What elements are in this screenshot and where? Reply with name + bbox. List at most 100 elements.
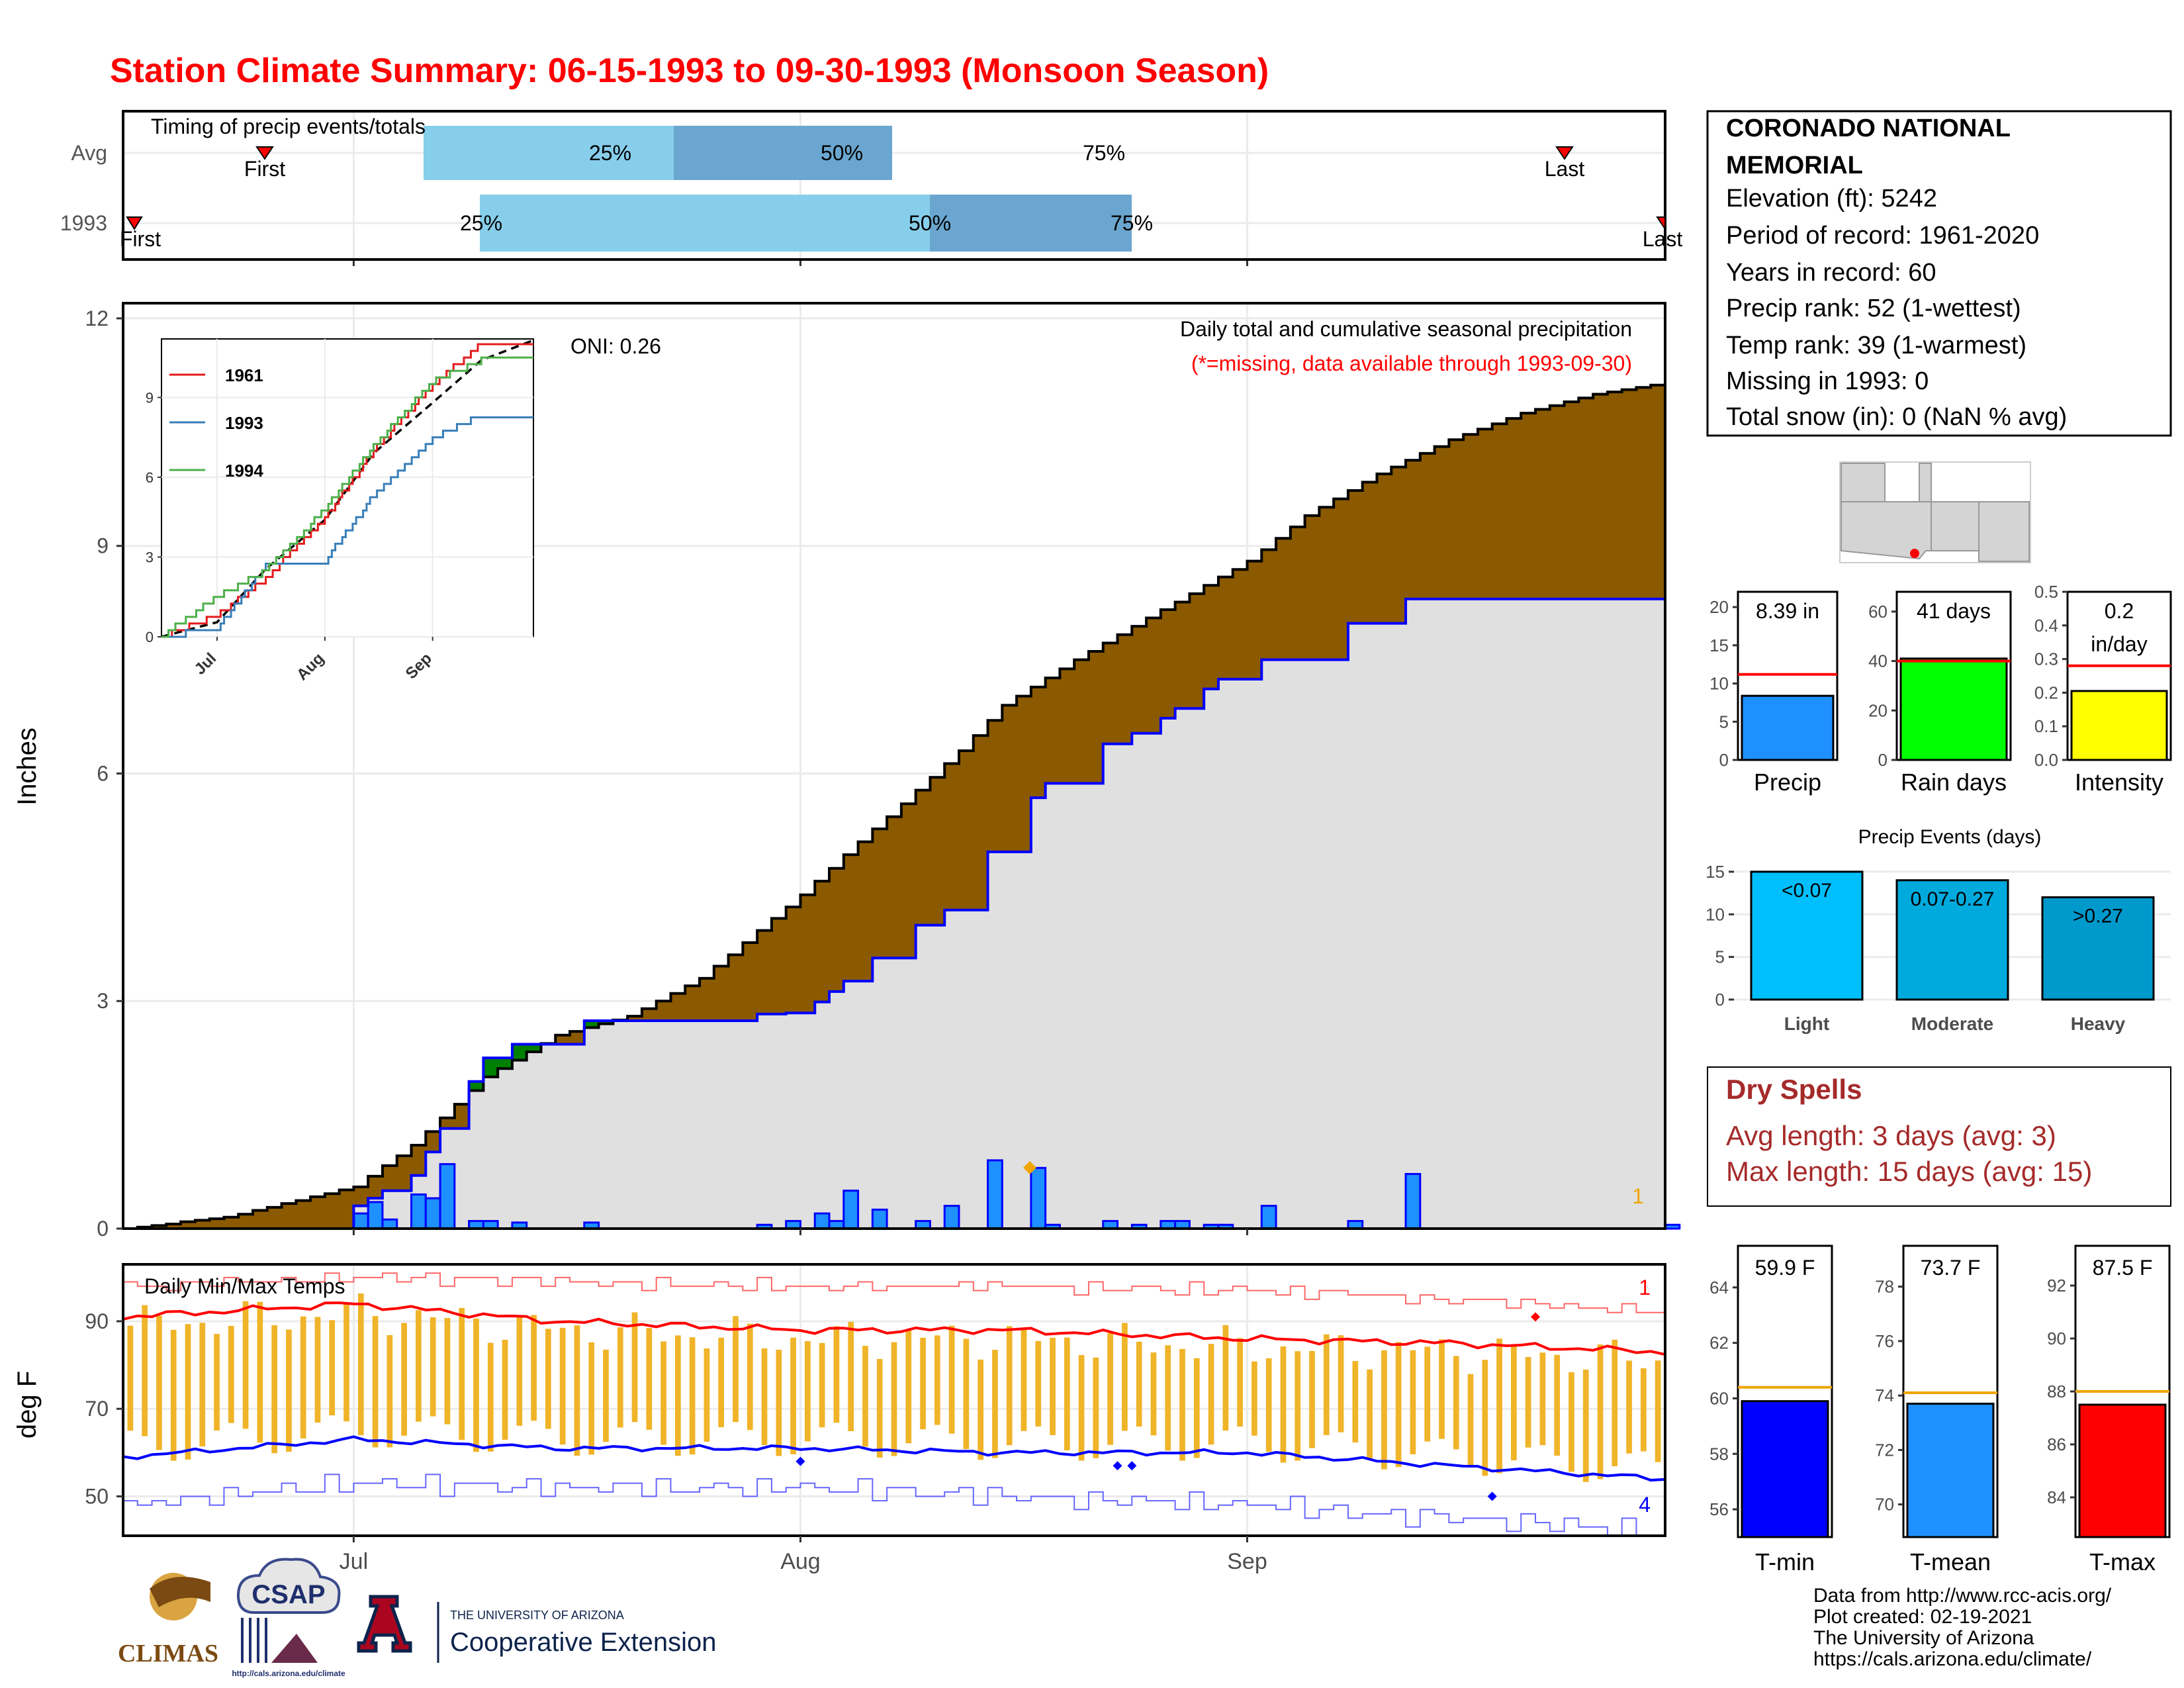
daily-precip-bar <box>943 1205 960 1230</box>
daily-temp-bar <box>776 1349 782 1456</box>
daily-temp-bar <box>804 1341 811 1442</box>
avg-p25-label: 25% <box>589 141 631 165</box>
daily-precip-bar <box>424 1197 441 1230</box>
events-y-tick-label: 5 <box>1715 947 1725 967</box>
daily-temp-bars <box>127 1293 1661 1501</box>
events-bar <box>1750 870 1864 1001</box>
avg-first-label: First <box>244 157 285 181</box>
avg-first-marker <box>255 146 274 160</box>
mini-bar-precip: 0 5 10 15 20 8.39 in Precip <box>1709 590 1839 796</box>
daily-temp-bar <box>214 1334 220 1431</box>
inset-legend: 1961 1993 1994 <box>169 365 263 481</box>
station-location-dot <box>1910 549 1919 558</box>
daily-precip-bar <box>439 1163 456 1230</box>
precip-title: Daily total and cumulative seasonal prec… <box>1180 317 1632 341</box>
mini-bar-value-label: 41 days <box>1917 599 1991 623</box>
station-line: Total snow (in): 0 (NaN % avg) <box>1726 403 2067 431</box>
daily-temp-bar <box>992 1350 998 1458</box>
mini-bar-tick-label: 0 <box>1719 750 1729 770</box>
mini-bar-tick-label: 20 <box>1709 597 1729 617</box>
precip-y-label: Inches <box>13 727 42 806</box>
daily-temp-bar <box>142 1305 148 1436</box>
timing-panel: Timing of precip events/totals Avg 1993 … <box>60 110 1683 266</box>
precip-corner-count: 1 <box>1632 1184 1644 1208</box>
temp-summary-tick-label: 88 <box>2047 1382 2066 1401</box>
daily-temp-bar <box>531 1315 537 1421</box>
daily-temp-bar <box>1265 1358 1272 1452</box>
credit-line: Plot created: 02-19-2021 <box>1813 1606 2032 1628</box>
daily-temp-bar <box>1352 1361 1359 1443</box>
events-y-tick-label: 0 <box>1715 990 1725 1009</box>
daily-temp-bar <box>357 1293 364 1436</box>
mini-bar-tick-label: 0.4 <box>2034 616 2058 635</box>
events-bar-value-label: 0.07-0.27 <box>1911 888 1995 910</box>
daily-precip-bar <box>1260 1205 1277 1230</box>
daily-temp-bar <box>329 1320 336 1416</box>
y1993-first-marker <box>126 216 143 230</box>
daily-temp-bar <box>1280 1346 1287 1463</box>
precip-y-tick-label: 9 <box>97 534 109 558</box>
mini-bar-label: Intensity <box>2075 769 2163 796</box>
month-x-tick-label: Aug <box>780 1549 821 1574</box>
y1993-p50-label: 50% <box>909 211 951 235</box>
ua-small-text: THE UNIVERSITY OF ARIZONA <box>450 1609 624 1622</box>
daily-temp-bar <box>704 1348 710 1442</box>
y1993-first-label: First <box>120 227 161 251</box>
daily-temp-bar <box>430 1317 436 1417</box>
events-title: Precip Events (days) <box>1858 826 2042 848</box>
events-bar-label: Light <box>1784 1013 1829 1034</box>
daily-temp-bar <box>1122 1323 1128 1431</box>
mini-bar-tick-label: 0.2 <box>2034 682 2058 702</box>
daily-temp-bar <box>559 1327 566 1445</box>
daily-temp-bar <box>1439 1339 1445 1439</box>
inset-1961-line <box>161 343 533 638</box>
page-title: Station Climate Summary: 06-15-1993 to 0… <box>110 52 1269 90</box>
temp-summary-tick-label: 72 <box>1875 1440 1894 1460</box>
csap-logo: CSAP http://cals.arizona.edu/climate <box>232 1558 345 1678</box>
climas-text: CLIMAS <box>118 1640 218 1667</box>
precip-y-tick-label: 12 <box>85 306 109 330</box>
y1993-last-label: Last <box>1643 227 1683 251</box>
daily-temp-bar <box>978 1359 984 1460</box>
temp-summary-tick-label: 84 <box>2047 1487 2066 1507</box>
precip-note: (*=missing, data available through 1993-… <box>1191 352 1632 375</box>
inset-grid <box>161 339 533 637</box>
temp-y-tick-label: 90 <box>85 1309 109 1333</box>
daily-temp-bar <box>1165 1345 1171 1451</box>
daily-temp-bar <box>242 1301 249 1429</box>
events-bar <box>2041 896 2155 1001</box>
temp-summary-label: T-max <box>2089 1548 2156 1575</box>
temp-y-axis: 50 70 90 <box>85 1309 123 1508</box>
daily-temp-bar <box>1193 1358 1200 1458</box>
daily-temp-bar <box>473 1318 479 1452</box>
avg-p75-label: 75% <box>1083 141 1125 165</box>
daily-temp-bar <box>588 1342 595 1455</box>
mini-bar-value <box>1741 694 1835 761</box>
daily-temp-bar <box>1467 1374 1474 1466</box>
daily-precip-bar <box>987 1159 1003 1230</box>
timing-label: Timing of precip events/totals <box>151 115 426 138</box>
daily-temp-bar <box>963 1338 970 1450</box>
events-bar <box>1895 879 2009 1001</box>
record-low-marker <box>1487 1491 1497 1501</box>
avg-last-marker <box>1555 146 1574 160</box>
temp-title: Daily Min/Max Temps <box>144 1274 345 1298</box>
inset-avg-line <box>161 339 534 638</box>
timing-row-avg: Avg <box>71 141 107 165</box>
mini-bar-value <box>1899 657 2008 761</box>
precip-panel: Daily total and cumulative seasonal prec… <box>13 302 1681 1241</box>
inset-y-tick-label: 3 <box>146 549 154 565</box>
events-bar-label: Heavy <box>2071 1013 2126 1034</box>
record-low-marker <box>796 1456 805 1466</box>
credit-line: The University of Arizona <box>1813 1627 2034 1649</box>
mini-bar-tick-label: 0.0 <box>2034 750 2058 770</box>
daily-temp-bar <box>1539 1352 1546 1446</box>
daily-temp-bar <box>156 1315 162 1450</box>
daily-temp-bar <box>1424 1346 1431 1442</box>
daily-precip-bar <box>352 1212 369 1230</box>
daily-temp-bar <box>905 1330 912 1444</box>
temp-summary-bars: 56 58 60 62 64 59.9 F T-min 70 72 74 76 78 73.7 F T-m… <box>1709 1244 2171 1575</box>
inset-y-tick-label: 0 <box>146 629 154 645</box>
temp-summary-tick-label: 60 <box>1709 1388 1729 1408</box>
